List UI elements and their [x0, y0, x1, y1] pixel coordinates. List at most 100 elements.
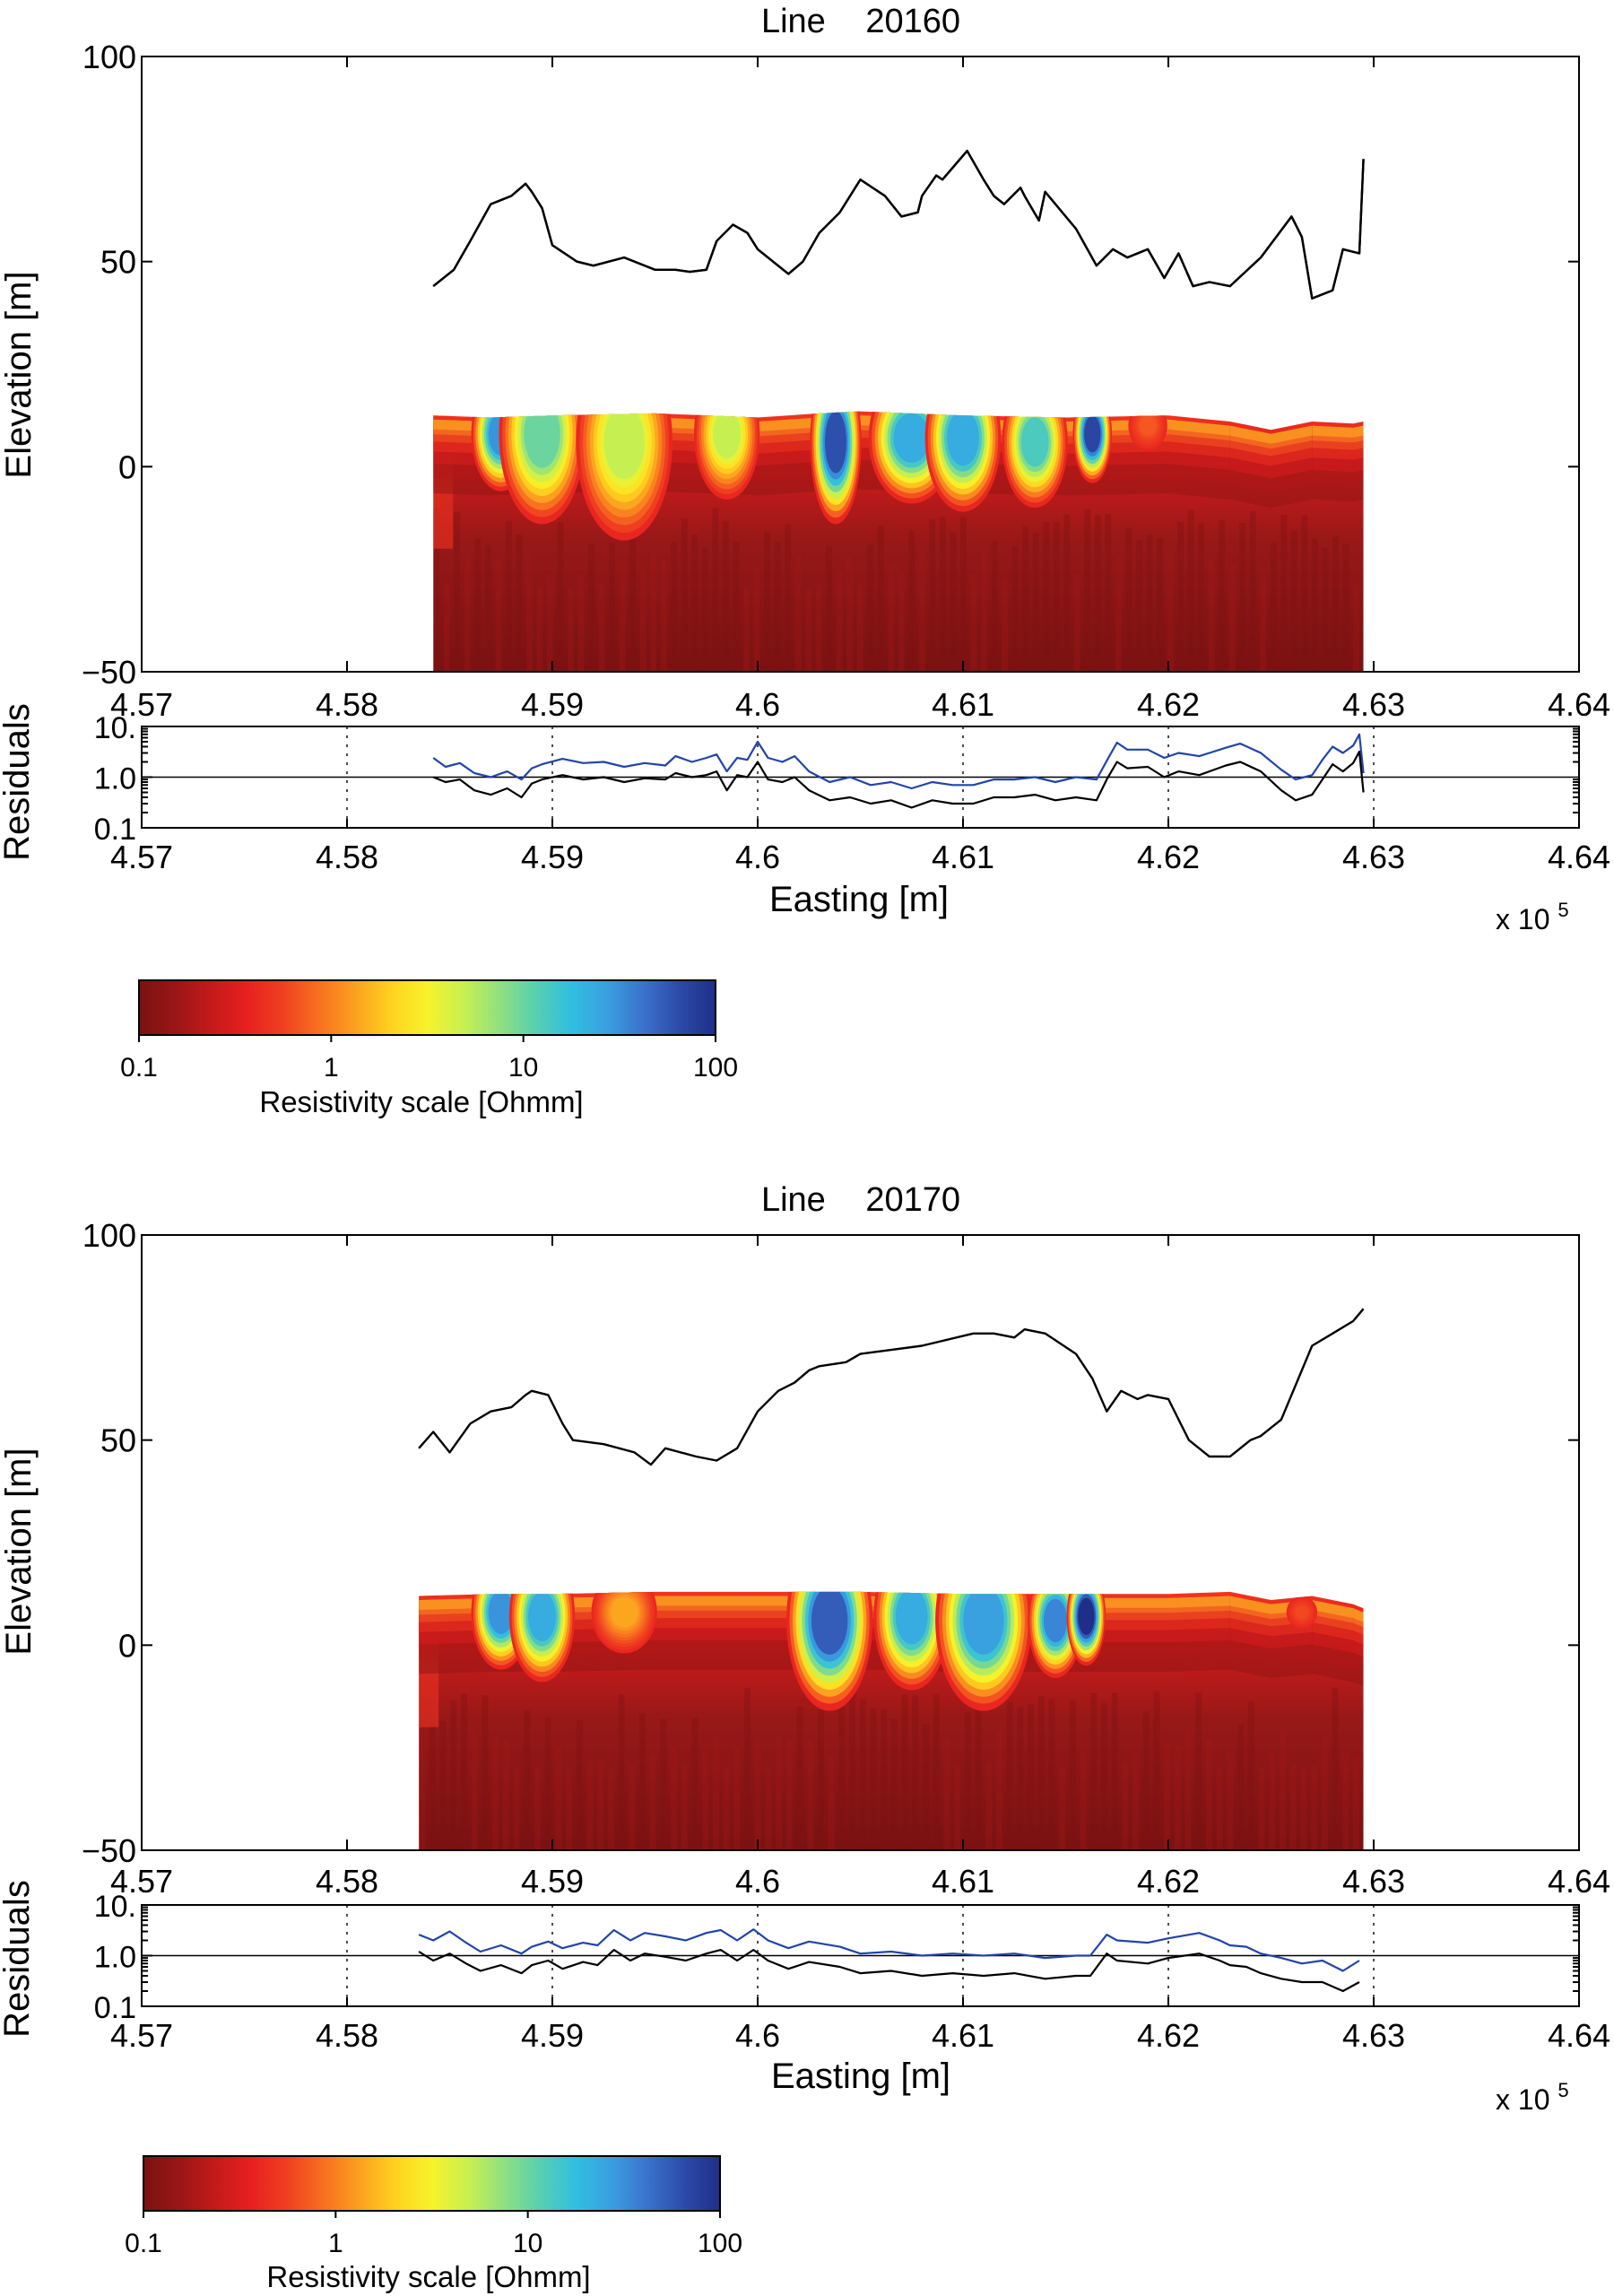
res-x-tick-label: 4.62: [1137, 2017, 1200, 2054]
section-streak: [1198, 523, 1205, 672]
section-streak: [597, 1761, 604, 1850]
section-streak: [785, 524, 791, 672]
elevation-axes-frame: [141, 56, 1580, 673]
section-streak: [1311, 538, 1318, 672]
section-streak: [671, 1746, 678, 1850]
colorbar-tick-label: 10: [513, 2229, 542, 2258]
section-streak: [964, 1712, 971, 1850]
section-streak: [577, 574, 585, 672]
x-tick-label: 4.6: [735, 686, 780, 723]
colorbar-tick-label: 0.1: [125, 2229, 162, 2258]
section-streak: [796, 1707, 803, 1850]
panel-2-section: [419, 1591, 1364, 1850]
panel-2-ylabel: Elevation [m]: [0, 1448, 39, 1655]
elevation-profile-line: [418, 1308, 1365, 1466]
section-surface-band: [1312, 425, 1354, 438]
x-tick-label: 4.63: [1342, 686, 1405, 723]
colorbar-tick-label: 100: [698, 2229, 742, 2258]
res-x-tick-label: 4.57: [110, 2017, 173, 2054]
section-streak: [649, 1753, 656, 1850]
section-streak: [639, 570, 646, 672]
colorbar-1: 0.1 1 10 100 Resistivity scale [Ohmm]: [120, 979, 738, 1118]
section-streak: [557, 522, 564, 672]
res-y-tick-label: 0.1: [94, 1991, 136, 2025]
section-streak: [536, 587, 543, 672]
colorbar-tick-label: 1: [324, 1053, 339, 1083]
section-streak: [1195, 1692, 1202, 1850]
section-streak: [1353, 583, 1359, 672]
x-tick-label: 4.62: [1137, 1863, 1200, 1900]
section-streak: [482, 1695, 489, 1850]
section-pocket: [1295, 1605, 1309, 1619]
colorbar-tick-label: 10: [508, 1053, 538, 1083]
section-streak: [1100, 1703, 1107, 1850]
section-streak: [1142, 1711, 1150, 1850]
section-streak: [867, 544, 874, 672]
section-streak: [922, 1724, 929, 1850]
section-streak: [765, 1766, 772, 1850]
section-streak: [588, 544, 594, 672]
section-pocket: [1084, 415, 1101, 453]
section-streak: [443, 583, 450, 672]
y-tick-label: −50: [82, 654, 136, 691]
colorbar-tick-label: 0.1: [120, 1053, 158, 1083]
panel-1-x-exponent-base: x 10: [1496, 903, 1549, 935]
section-streak: [877, 525, 884, 672]
section-pocket: [528, 1591, 557, 1641]
section-streak: [576, 1719, 583, 1850]
section-streak: [1125, 527, 1132, 672]
section-streak: [419, 1727, 426, 1850]
colorbar-tick-label: 100: [693, 1053, 738, 1083]
section-streak: [454, 512, 461, 672]
section-streak: [743, 1688, 751, 1850]
section-streak: [901, 1694, 908, 1850]
section-streak: [492, 1737, 499, 1850]
panel-2-line-number: 20170: [865, 1181, 960, 1219]
section-streak: [1043, 522, 1050, 672]
section-streak: [609, 543, 616, 672]
section-streak: [1239, 522, 1246, 672]
section-streak: [1249, 511, 1256, 672]
section-streak: [701, 548, 708, 672]
x-tick-label: 4.59: [521, 686, 584, 723]
section-streak: [723, 1768, 730, 1850]
panel-1-residuals-plot: 10. 1.0 0.14.57 4.58 4.59 4.6 4.61 4.62 4.63 4.64: [94, 711, 1610, 875]
section-streak: [1135, 539, 1142, 672]
res-x-tick-label: 4.59: [521, 839, 584, 875]
x-tick-label: 4.64: [1548, 1863, 1610, 1900]
section-streak: [908, 530, 915, 672]
panel-2-title-prefix: Line: [761, 1181, 826, 1219]
section-streak: [1228, 564, 1236, 672]
section-streak: [1111, 1692, 1118, 1850]
elevation-profile-line: [432, 149, 1365, 300]
panel-2-title: Line 20170: [761, 1181, 960, 1219]
x-tick-label: 4.58: [316, 686, 378, 723]
res-x-tick-label: 4.61: [932, 839, 994, 875]
panel-2-residuals-plot: 10. 1.0 0.14.57 4.58 4.59 4.6 4.61 4.62 4.63 4.64: [94, 1890, 1610, 2054]
res-x-tick-label: 4.63: [1342, 839, 1405, 875]
section-streak: [671, 542, 678, 672]
section-streak: [1174, 1744, 1181, 1850]
elevation-profile-line: [432, 149, 1365, 300]
section-pocket: [893, 413, 931, 463]
section-streak: [1184, 1728, 1192, 1850]
section-streak: [1332, 536, 1339, 672]
section-streak: [888, 564, 895, 672]
section-pocket: [488, 1591, 514, 1634]
section-streak: [474, 538, 482, 672]
section-streak: [1247, 1701, 1254, 1850]
section-streak: [1290, 530, 1297, 672]
section-streak: [859, 1699, 866, 1850]
section-streak: [629, 1765, 636, 1850]
panel-1-residuals-ylabel: Residuals: [0, 703, 37, 861]
panel-1-title: Line 20160: [761, 3, 960, 40]
section-streak: [1037, 1696, 1045, 1850]
x-tick-label: 4.61: [932, 1863, 994, 1900]
colorbar-2-label: Resistivity scale [Ohmm]: [266, 2260, 590, 2293]
x-tick-label: 4.61: [932, 686, 994, 723]
section-streak: [1048, 1698, 1055, 1850]
section-streak: [929, 519, 936, 672]
section-streak: [991, 541, 998, 672]
section-streak: [660, 561, 667, 672]
